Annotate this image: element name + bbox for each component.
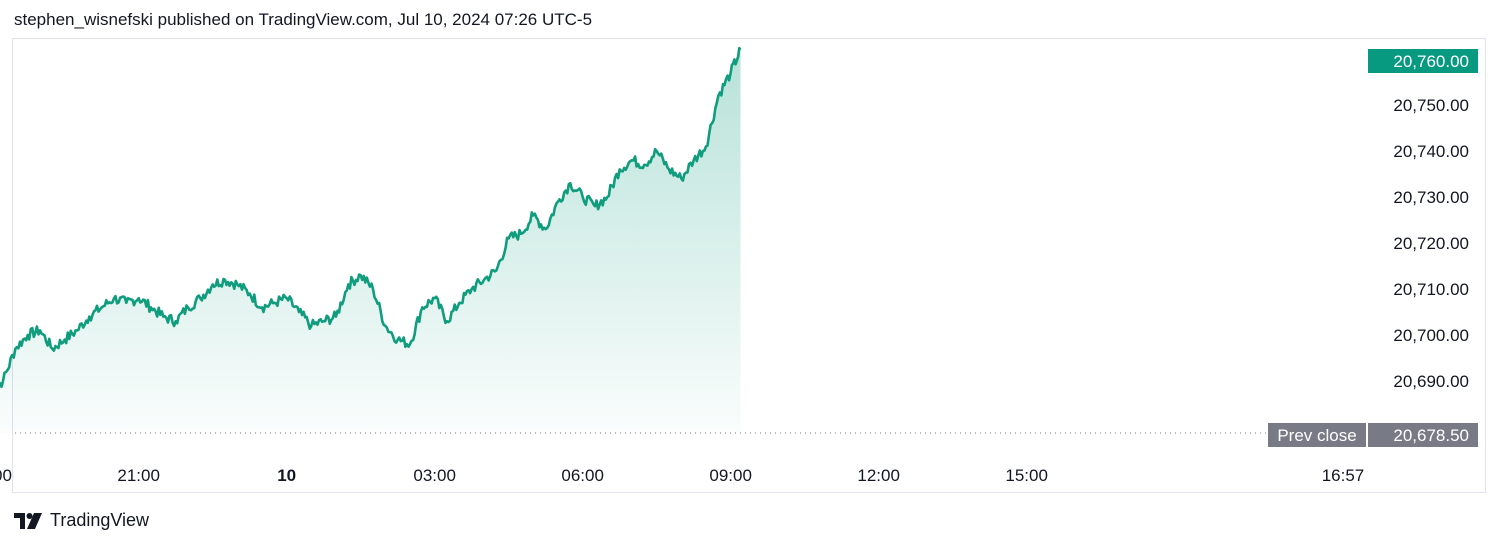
y-tick-label: 20,740.00 bbox=[1393, 142, 1469, 161]
x-tick-label: 15:00 bbox=[1005, 466, 1048, 485]
brand-name: TradingView bbox=[50, 510, 150, 530]
tradingview-logo-icon bbox=[14, 512, 42, 529]
last-price-label: 20,760.00 bbox=[1393, 52, 1469, 71]
price-chart[interactable]: 20,750.00 20,740.00 20,730.00 20,720.00 20,7… bbox=[0, 0, 1500, 500]
y-tick-label: 20,690.00 bbox=[1393, 372, 1469, 391]
x-tick-label: 09:00 bbox=[709, 466, 752, 485]
x-tick-label: 18:00 bbox=[0, 466, 12, 485]
prev-close-label: Prev close bbox=[1277, 426, 1356, 445]
chart-frame bbox=[12, 38, 1486, 493]
prev-close-value: 20,678.50 bbox=[1393, 426, 1469, 445]
y-tick-label: 20,710.00 bbox=[1393, 280, 1469, 299]
x-tick-label: 21:00 bbox=[117, 466, 160, 485]
x-tick-label: 12:00 bbox=[857, 466, 900, 485]
price-area-fill bbox=[0, 48, 741, 433]
x-tick-label: 10 bbox=[277, 466, 296, 485]
x-tick-label: 16:57 bbox=[1322, 466, 1365, 485]
x-tick-label: 06:00 bbox=[561, 466, 604, 485]
price-line-series[interactable] bbox=[0, 46, 742, 391]
last-price-tag: 20,760.00 bbox=[1368, 49, 1478, 73]
y-tick-label: 20,720.00 bbox=[1393, 234, 1469, 253]
tradingview-brand[interactable]: TradingView bbox=[14, 510, 149, 531]
y-tick-label: 20,730.00 bbox=[1393, 188, 1469, 207]
y-tick-label: 20,750.00 bbox=[1393, 96, 1469, 115]
publisher-line: stephen_wisnefski published on TradingVi… bbox=[14, 10, 593, 29]
x-tick-label: 03:00 bbox=[413, 466, 456, 485]
y-tick-label: 20,700.00 bbox=[1393, 326, 1469, 345]
prev-close-tag: Prev close 20,678.50 bbox=[1268, 423, 1478, 447]
